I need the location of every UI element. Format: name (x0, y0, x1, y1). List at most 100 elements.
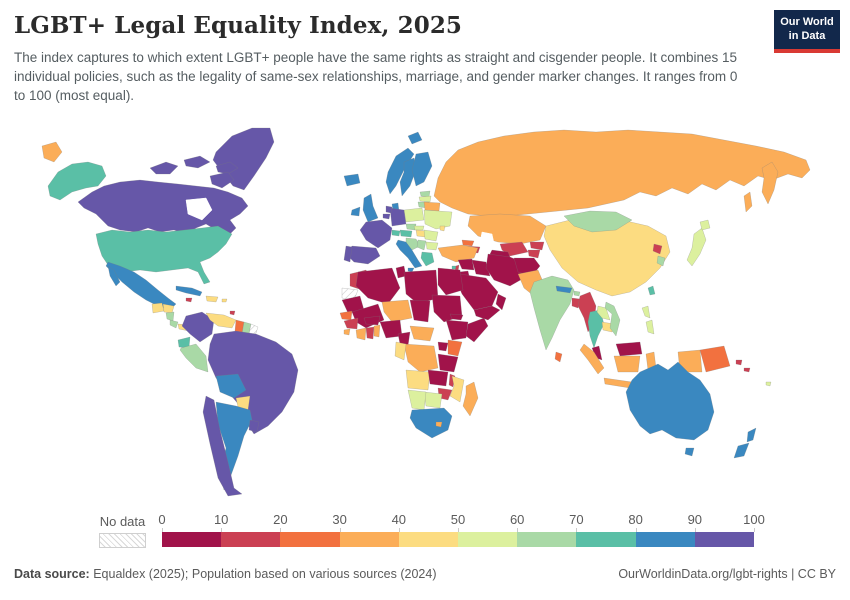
country-vietnam[interactable] (604, 301, 621, 337)
country-kenya[interactable] (447, 339, 463, 357)
country-kyrgyzstan[interactable] (529, 241, 545, 251)
country-algeria[interactable] (355, 267, 401, 305)
country-yemen[interactable] (473, 305, 501, 321)
country-sierra-leone[interactable] (343, 328, 351, 336)
country-switzerland[interactable] (391, 229, 401, 237)
country-russia[interactable] (41, 141, 63, 163)
country-eritrea[interactable] (449, 313, 464, 321)
country-south-africa[interactable] (409, 407, 453, 439)
country-cuba[interactable] (175, 285, 203, 297)
country-tajikistan[interactable] (527, 249, 541, 259)
country-namibia[interactable] (407, 389, 427, 411)
country-nepal[interactable] (555, 285, 573, 294)
legend-swatch-80-90[interactable] (635, 532, 695, 547)
country-south-korea[interactable] (656, 255, 666, 267)
country-botswana[interactable] (423, 391, 443, 409)
country-syria[interactable] (457, 258, 475, 271)
country-kazakhstan[interactable] (467, 213, 547, 245)
country-finland[interactable] (411, 151, 433, 187)
country-japan[interactable] (686, 227, 707, 267)
country-burkina-faso[interactable] (363, 315, 381, 326)
country-solomon-islands[interactable] (735, 359, 743, 366)
legend-swatch-40-50[interactable] (398, 532, 459, 547)
country-madagascar[interactable] (462, 381, 479, 417)
country-north-korea[interactable] (652, 243, 663, 255)
country-slovakia[interactable] (413, 225, 425, 231)
country-papua-new-guinea[interactable] (699, 345, 731, 373)
country-indonesia[interactable] (579, 343, 605, 375)
country-russia[interactable] (761, 161, 779, 205)
country-mexico[interactable] (107, 265, 121, 287)
legend-swatch-70-80[interactable] (576, 532, 636, 547)
country-united-states[interactable] (47, 161, 107, 201)
country-netherlands[interactable] (385, 205, 393, 214)
country-puerto-rico[interactable] (221, 298, 228, 303)
country-costa-rica[interactable] (169, 319, 179, 329)
country-serbia[interactable] (416, 239, 427, 251)
country-oman[interactable] (495, 293, 507, 311)
country-somalia[interactable] (465, 317, 489, 343)
country-gabon-congo[interactable] (394, 341, 407, 361)
country-portugal[interactable] (343, 245, 353, 263)
country-italy[interactable] (395, 239, 423, 269)
country-belarus[interactable] (423, 201, 441, 212)
country-canada[interactable] (149, 161, 179, 175)
country-mozambique[interactable] (449, 375, 465, 403)
country-fiji[interactable] (765, 381, 772, 387)
country-canada[interactable] (183, 155, 211, 169)
country-tanzania[interactable] (437, 353, 459, 373)
country-brazil[interactable] (207, 330, 299, 435)
country-india[interactable] (529, 275, 575, 351)
country-belgium[interactable] (382, 213, 391, 220)
country-guinea[interactable] (343, 317, 359, 330)
legend-swatch-90-100[interactable] (694, 532, 755, 547)
country-ukraine[interactable] (423, 209, 453, 230)
country-uganda[interactable] (437, 341, 449, 352)
country-latvia[interactable] (418, 195, 432, 203)
country-chad[interactable] (409, 299, 431, 323)
country-philippines[interactable] (645, 319, 655, 335)
country-germany[interactable] (389, 207, 407, 227)
country-drc[interactable] (403, 343, 439, 373)
country-japan[interactable] (699, 219, 711, 231)
country-iraq[interactable] (471, 259, 491, 277)
country-senegal[interactable] (339, 310, 353, 321)
country-hispaniola[interactable] (205, 295, 219, 303)
country-moldova[interactable] (439, 225, 446, 232)
country-niger[interactable] (381, 299, 413, 323)
country-ghana[interactable] (365, 326, 375, 340)
country-sweden[interactable] (399, 157, 417, 197)
country-russia[interactable] (743, 191, 753, 213)
country-iceland[interactable] (343, 173, 361, 187)
country-trinidad-and-tobago[interactable] (229, 310, 236, 316)
country-benin-togo[interactable] (373, 324, 381, 338)
country-ivory-coast[interactable] (355, 327, 367, 341)
country-colombia[interactable] (181, 311, 215, 343)
country-egypt[interactable] (437, 267, 464, 296)
country-new-zealand[interactable] (733, 442, 750, 459)
country-angola[interactable] (405, 369, 431, 391)
country-philippines[interactable] (641, 305, 651, 319)
country-jamaica[interactable] (185, 297, 193, 303)
country-russia[interactable] (433, 129, 811, 217)
country-zambia[interactable] (427, 369, 449, 387)
country-bhutan[interactable] (573, 290, 581, 297)
country-new-zealand[interactable] (746, 427, 757, 443)
country-peru[interactable] (179, 343, 209, 373)
country-malaysia-borneo[interactable] (615, 341, 643, 357)
legend-swatch-50-60[interactable] (458, 532, 518, 547)
country-saudi-arabia[interactable] (455, 273, 499, 311)
country-canada[interactable] (77, 179, 249, 235)
country-nicaragua[interactable] (165, 311, 175, 322)
country-australia[interactable] (684, 447, 695, 457)
country-bolivia[interactable] (215, 373, 247, 399)
country-bangladesh[interactable] (571, 297, 581, 309)
owid-url-license[interactable]: OurWorldinData.org/lgbt-rights | CC BY (618, 567, 836, 581)
country-greece[interactable] (420, 251, 435, 267)
country-romania[interactable] (423, 229, 439, 242)
country-lesotho[interactable] (435, 421, 443, 428)
country-ethiopia[interactable] (445, 319, 469, 341)
country-mongolia[interactable] (563, 210, 633, 233)
country-chile[interactable] (202, 395, 243, 497)
